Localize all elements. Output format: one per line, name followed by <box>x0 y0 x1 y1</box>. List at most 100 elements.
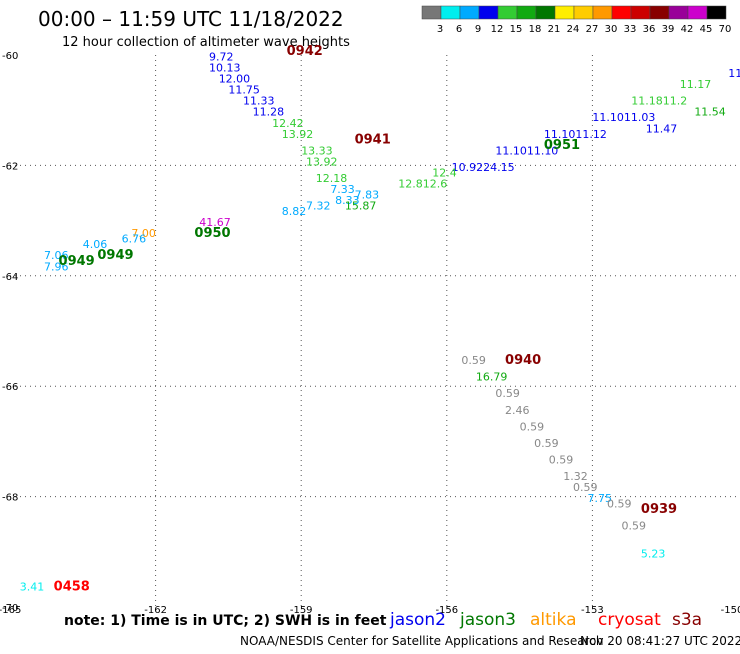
satellite-tracks: 10.9224.15 11.1011.10 11.1011.12 11.1011.03… <box>20 44 740 594</box>
legend-tick-label: 30 <box>605 24 618 35</box>
satellite-legend-item: cryosat <box>598 610 661 630</box>
wave-height-label: 13.92 <box>306 155 338 168</box>
track-value-label: 12.812.6 <box>398 177 447 190</box>
satellite-legend-item: jason2 <box>389 610 446 630</box>
legend-tick-label: 3 <box>437 24 443 35</box>
legend-swatch <box>706 5 727 20</box>
wave-height-label: 11.84 <box>728 67 740 80</box>
longitude-tick: -153 <box>581 605 604 616</box>
track-value-label: 7.83 <box>355 189 380 202</box>
wave-height-label: 8.33 <box>335 194 360 207</box>
legend-tick-label: 33 <box>624 24 637 35</box>
wave-height-label: 13.33 <box>301 144 333 157</box>
pass-time-label: 0939 <box>641 502 677 517</box>
legend-tick-label: 15 <box>510 24 523 35</box>
plot-frame <box>9 54 739 608</box>
latitude-tick: -64 <box>2 272 18 283</box>
legend-tick-label: 6 <box>456 24 462 35</box>
wave-height-label: 0.59 <box>461 354 486 367</box>
footer-note: note: 1) Time is in UTC; 2) SWH is in fe… <box>64 613 387 629</box>
wave-height-label: 13.92 <box>282 128 314 141</box>
legend-tick-label: 9 <box>475 24 481 35</box>
wave-height-label: 4.06 <box>83 238 108 251</box>
wave-height-label: 12.18 <box>316 172 348 185</box>
track-value-label: 11.17 <box>680 78 712 91</box>
wave-height-label: 8.82 <box>282 205 307 218</box>
track-value-label: 11.1011.10 <box>495 144 558 157</box>
footer-timestamp: Nov 20 08:41:27 UTC 2022 <box>580 634 740 648</box>
pass-time-label: 0951 <box>544 138 580 153</box>
legend-swatch <box>630 5 651 20</box>
wave-height-label: 11.54 <box>694 106 726 119</box>
wave-height-label: 11.28 <box>253 106 285 119</box>
wave-height-label: 0.59 <box>607 498 632 511</box>
pass-time-label: 0458 <box>54 579 90 594</box>
wave-height-label: 11.75 <box>228 84 260 97</box>
pass-time-label: 0941 <box>355 132 391 147</box>
longitude-tick: -159 <box>290 605 313 616</box>
wave-height-label: 10.13 <box>209 62 241 75</box>
legend-swatch <box>592 5 613 20</box>
legend-swatch <box>535 5 556 20</box>
wave-height-label: 11.47 <box>646 122 678 135</box>
legend-tick-label: 24 <box>567 24 580 35</box>
legend-swatch <box>687 5 708 20</box>
legend-swatch <box>573 5 594 20</box>
legend-tick-label: 42 <box>681 24 694 35</box>
legend-swatch <box>421 5 442 20</box>
wave-height-label: 7.96 <box>44 260 68 273</box>
wave-height-label: 0.59 <box>520 420 545 433</box>
map-subtitle: 12 hour collection of altimeter wave hei… <box>62 35 350 50</box>
longitude-tick: -165 <box>0 605 21 616</box>
track-value-label: 11.1811.2 <box>631 95 687 108</box>
legend-tick-label: 45 <box>700 24 713 35</box>
wave-height-label: 12.00 <box>219 73 251 86</box>
legend-tick-label: 18 <box>529 24 542 35</box>
pass-time-label: 0942 <box>287 44 323 59</box>
track-value-label: 12.4 <box>432 166 457 179</box>
satellite-legend-item: jason3 <box>459 610 516 630</box>
pass-time-label: 0949 <box>97 248 133 263</box>
pass-time-label: 0940 <box>505 353 541 368</box>
legend-tick-label: 36 <box>643 24 656 35</box>
plot-area <box>9 54 739 608</box>
pass-time-label: 0949 <box>59 254 95 269</box>
track-value-label: 10.9224.15 <box>452 161 515 174</box>
wave-height-label: 7.00 <box>131 227 156 240</box>
latitude-tick: -68 <box>2 493 18 504</box>
legend-swatch <box>649 5 670 20</box>
satellite-legend-item: s3a <box>672 610 702 630</box>
satellite-legend-item: altika <box>530 610 577 630</box>
latitude-tick: -60 <box>2 51 18 62</box>
wave-height-label: 1.32 <box>563 470 588 483</box>
legend-swatch <box>478 5 499 20</box>
wave-height-label: 7.75 <box>588 492 613 505</box>
wave-height-label: 7.33 <box>330 183 355 196</box>
wave-height-label: 0.59 <box>495 387 520 400</box>
satellite-legend: jason2 jason3 altika cryosat s3a <box>389 610 702 630</box>
wave-height-label: 15.87 <box>345 200 377 213</box>
latitude-tick: -66 <box>2 382 18 393</box>
legend-tick-label: 12 <box>491 24 504 35</box>
legend-swatch <box>611 5 632 20</box>
legend-tick-label: 27 <box>586 24 599 35</box>
wave-height-label: 0.59 <box>573 481 598 494</box>
longitude-tick-labels: -165 -162 -159 -156 -153 -150 <box>0 605 740 616</box>
wave-height-label: 0.59 <box>549 453 574 466</box>
legend-swatch <box>440 5 461 20</box>
legend-tick-label: 21 <box>548 24 561 35</box>
longitude-tick: -150 <box>721 605 740 616</box>
lat-lon-grid <box>10 55 738 607</box>
wave-height-label: 11.33 <box>243 95 275 108</box>
wave-height-label: 0.59 <box>622 520 647 533</box>
legend-swatch <box>459 5 480 20</box>
pass-time-label: 0950 <box>194 226 230 241</box>
legend-swatch <box>668 5 689 20</box>
wave-height-label: 7.32 <box>306 200 331 213</box>
wave-height-label: 6.76 <box>122 233 147 246</box>
legend-tick-label: 39 <box>662 24 675 35</box>
footer-credit: NOAA/NESDIS Center for Satellite Applica… <box>240 634 603 648</box>
wave-height-label: 2.46 <box>505 404 530 417</box>
